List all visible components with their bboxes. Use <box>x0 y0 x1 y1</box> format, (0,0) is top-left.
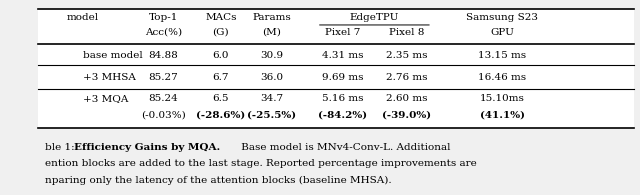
Text: GPU: GPU <box>490 28 515 37</box>
Text: 85.27: 85.27 <box>148 73 178 82</box>
Text: MACs: MACs <box>205 13 237 22</box>
Text: model: model <box>67 13 99 22</box>
Text: Samsung S23: Samsung S23 <box>467 13 538 22</box>
Text: 16.46 ms: 16.46 ms <box>478 73 527 82</box>
Text: Efficiency Gains by MQA.: Efficiency Gains by MQA. <box>74 143 221 152</box>
Text: base model: base model <box>83 51 143 60</box>
Text: Pixel 8: Pixel 8 <box>388 28 424 37</box>
Text: 34.7: 34.7 <box>260 94 284 103</box>
Text: Acc(%): Acc(%) <box>145 28 182 37</box>
Text: +3 MQA: +3 MQA <box>83 94 129 103</box>
Text: 2.35 ms: 2.35 ms <box>386 51 427 60</box>
Text: (M): (M) <box>262 28 282 37</box>
Text: ble 1:: ble 1: <box>45 143 77 152</box>
Text: 5.16 ms: 5.16 ms <box>322 94 363 103</box>
Text: 6.5: 6.5 <box>212 94 229 103</box>
Text: 4.31 ms: 4.31 ms <box>322 51 363 60</box>
Text: (-0.03%): (-0.03%) <box>141 111 186 120</box>
Text: Params: Params <box>253 13 291 22</box>
Text: ention blocks are added to the last stage. Reported percentage improvements are: ention blocks are added to the last stag… <box>45 159 477 168</box>
Text: 36.0: 36.0 <box>260 73 284 82</box>
Text: Top-1: Top-1 <box>148 13 178 22</box>
Text: 6.0: 6.0 <box>212 51 229 60</box>
Text: 15.10ms: 15.10ms <box>480 94 525 103</box>
Text: 6.7: 6.7 <box>212 73 229 82</box>
Text: Base model is MNv4-Conv-L. Additional: Base model is MNv4-Conv-L. Additional <box>238 143 451 152</box>
Text: 9.69 ms: 9.69 ms <box>322 73 363 82</box>
Text: (-39.0%): (-39.0%) <box>382 111 431 120</box>
Text: (-25.5%): (-25.5%) <box>248 111 296 120</box>
Text: EdgeTPU: EdgeTPU <box>349 13 399 22</box>
Text: Pixel 7: Pixel 7 <box>324 28 360 37</box>
Text: (41.1%): (41.1%) <box>480 111 525 120</box>
Text: 30.9: 30.9 <box>260 51 284 60</box>
Text: (G): (G) <box>212 28 229 37</box>
Bar <box>38 9 634 128</box>
Text: 84.88: 84.88 <box>148 51 178 60</box>
Text: 2.76 ms: 2.76 ms <box>386 73 427 82</box>
Text: (-28.6%): (-28.6%) <box>196 111 245 120</box>
Text: (-84.2%): (-84.2%) <box>318 111 367 120</box>
Text: +3 MHSA: +3 MHSA <box>83 73 136 82</box>
Text: 13.15 ms: 13.15 ms <box>478 51 527 60</box>
Text: 2.60 ms: 2.60 ms <box>386 94 427 103</box>
Text: nparing only the latency of the attention blocks (baseline MHSA).: nparing only the latency of the attentio… <box>45 176 392 185</box>
Text: 85.24: 85.24 <box>148 94 178 103</box>
